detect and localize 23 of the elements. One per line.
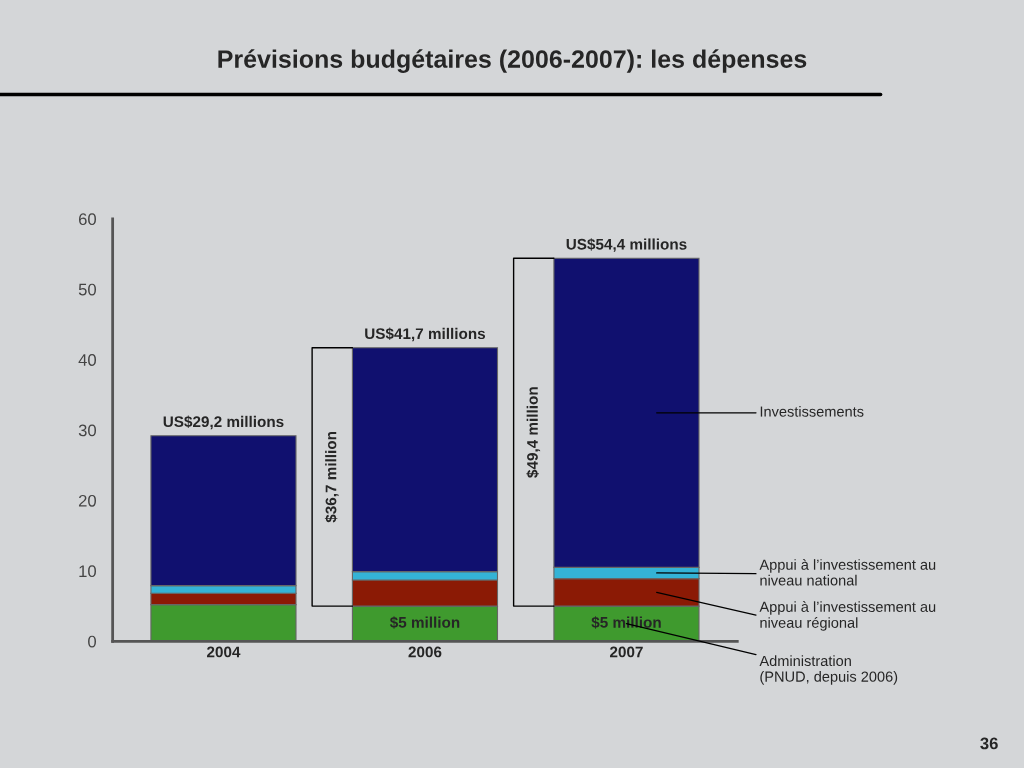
text: Appui à l’investissement au niveau national [759,558,936,586]
data-label: $5 million [389,616,460,629]
total-label: US$29,2 millions [163,415,284,430]
text: Administration (PNUD, depuis 2006) [759,655,898,685]
data-label: $5 million [591,616,661,629]
x-tick-label: 2007 [609,646,643,658]
y-tick-label: 60 [78,213,97,226]
text: Appui à l’investissement au niveau régional [759,601,936,631]
y-tick-label: 0 [88,635,97,648]
y-tick-label: 30 [78,424,97,437]
y-tick-label: 40 [78,354,97,366]
annotation: $49,4 million [526,387,541,478]
text: 36 [980,737,998,750]
chart-title: Prévisions budgétaires (2006-2007): les dépenses [218,49,807,73]
x-tick-label: 2004 [207,646,241,658]
total-label: US$54,4 millions [566,238,687,252]
y-tick-label: 20 [78,494,97,507]
y-tick-label: 10 [79,565,97,578]
total-label: US$41,7 millions [365,327,486,342]
text: Investissements [760,406,864,417]
annotation: $36,7 million [324,431,339,523]
x-tick-label: 2006 [408,646,442,658]
y-tick-label: 50 [78,283,97,296]
